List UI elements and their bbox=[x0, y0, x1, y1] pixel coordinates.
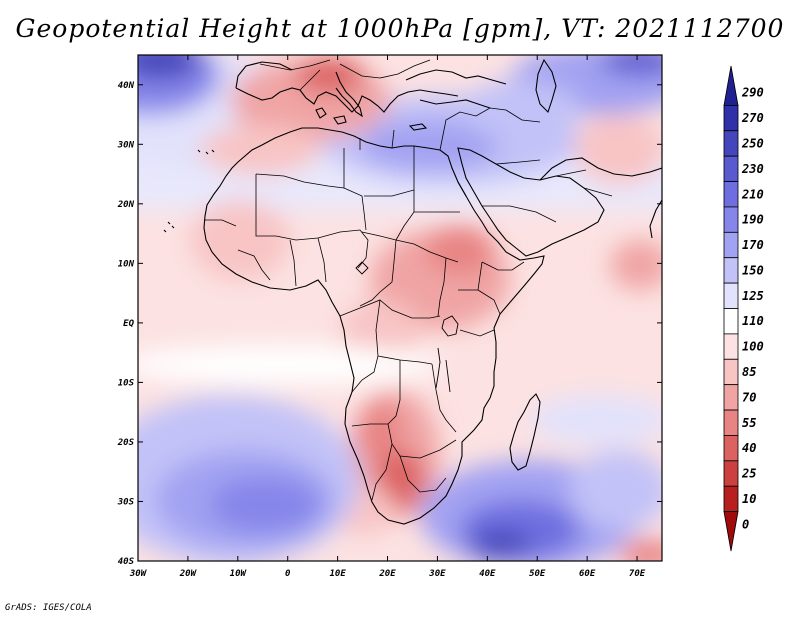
colorbar-swatch bbox=[723, 409, 739, 436]
x-axis: 30W 20W 10W 0 10E 20E 30E 40E 50E 60E 70E bbox=[129, 55, 646, 579]
colorbar-swatch bbox=[723, 308, 739, 335]
colorbar-label: 150 bbox=[742, 263, 764, 277]
x-tick-label: 0 bbox=[285, 569, 291, 579]
x-tick-label: 10E bbox=[329, 569, 346, 579]
colorbar-label: 0 bbox=[742, 517, 749, 531]
y-tick-label: 10N bbox=[118, 259, 135, 269]
country-borders bbox=[204, 59, 613, 501]
colorbar-label: 250 bbox=[741, 136, 764, 150]
x-tick-label: 40E bbox=[479, 569, 496, 579]
colorbar-label: 110 bbox=[742, 314, 764, 328]
colorbar-swatch bbox=[723, 435, 739, 462]
colorbar-label: 25 bbox=[741, 467, 756, 481]
colorbar-label: 40 bbox=[742, 441, 756, 455]
colorbar-label: 190 bbox=[742, 213, 764, 227]
x-tick-label: 60E bbox=[579, 569, 596, 579]
colorbar-swatch bbox=[723, 485, 739, 513]
y-tick-label: 40N bbox=[118, 81, 135, 91]
colorbar-swatch bbox=[723, 333, 739, 360]
y-axis: 40N 30N 20N 10N EQ 10S 20S 30S 40S bbox=[117, 81, 662, 567]
height-field bbox=[138, 55, 662, 561]
lakes bbox=[355, 261, 459, 393]
y-tick-label: 20S bbox=[117, 438, 135, 448]
x-tick-label: 30E bbox=[428, 569, 446, 579]
x-tick-label: 10W bbox=[230, 569, 248, 579]
y-tick-label: 10S bbox=[118, 378, 135, 388]
colorbar-swatch bbox=[723, 104, 739, 132]
y-tick-label: 20N bbox=[117, 200, 135, 210]
colorbar: 2902702502302101901701501251101008570554… bbox=[723, 65, 764, 552]
colorbar-label: 55 bbox=[742, 416, 756, 430]
colorbar-label: 230 bbox=[741, 162, 764, 176]
x-tick-label: 20W bbox=[179, 569, 198, 579]
y-tick-label: 40S bbox=[118, 557, 135, 567]
grads-credit: GrADS: IGES/COLA bbox=[5, 603, 92, 613]
y-tick-label: EQ bbox=[123, 319, 134, 329]
x-tick-label: 50E bbox=[529, 569, 546, 579]
colorbar-swatch bbox=[723, 460, 739, 487]
colorbar-label: 270 bbox=[741, 111, 764, 125]
colorbar-label: 100 bbox=[742, 340, 764, 354]
colorbar-swatch bbox=[723, 257, 739, 284]
coastlines bbox=[163, 58, 662, 525]
colorbar-swatch bbox=[723, 384, 739, 411]
colorbar-swatch bbox=[723, 231, 739, 259]
colorbar-swatch bbox=[723, 130, 739, 157]
map-title: Geopotential Height at 1000hPa [gpm], VT… bbox=[15, 14, 785, 43]
colorbar-swatch bbox=[723, 511, 739, 552]
colorbar-swatch bbox=[723, 65, 739, 106]
colorbar-swatch bbox=[723, 155, 739, 182]
colorbar-swatch bbox=[723, 358, 739, 386]
colorbar-swatch bbox=[723, 181, 739, 208]
colorbar-label: 210 bbox=[741, 187, 764, 201]
colorbar-label: 125 bbox=[742, 289, 764, 303]
colorbar-label: 290 bbox=[741, 86, 764, 100]
colorbar-label: 85 bbox=[742, 365, 756, 379]
colorbar-label: 70 bbox=[742, 390, 756, 404]
y-tick-label: 30N bbox=[117, 140, 135, 150]
plot-frame bbox=[137, 54, 663, 562]
colorbar-label: 170 bbox=[742, 238, 764, 252]
x-tick-label: 20E bbox=[378, 569, 396, 579]
x-tick-label: 30W bbox=[129, 569, 148, 579]
colorbar-swatch bbox=[723, 206, 739, 233]
x-tick-label: 70E bbox=[629, 569, 646, 579]
colorbar-swatch bbox=[723, 282, 739, 309]
colorbar-label: 10 bbox=[742, 492, 756, 506]
y-tick-label: 30S bbox=[117, 497, 135, 507]
